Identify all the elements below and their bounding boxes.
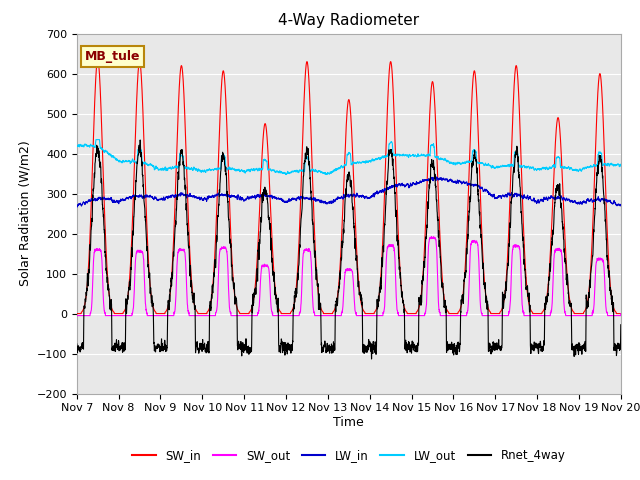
Y-axis label: Solar Radiation (W/m2): Solar Radiation (W/m2) xyxy=(18,141,31,287)
Text: MB_tule: MB_tule xyxy=(85,50,140,63)
Legend: SW_in, SW_out, LW_in, LW_out, Rnet_4way: SW_in, SW_out, LW_in, LW_out, Rnet_4way xyxy=(127,444,570,467)
X-axis label: Time: Time xyxy=(333,416,364,429)
Title: 4-Way Radiometer: 4-Way Radiometer xyxy=(278,13,419,28)
